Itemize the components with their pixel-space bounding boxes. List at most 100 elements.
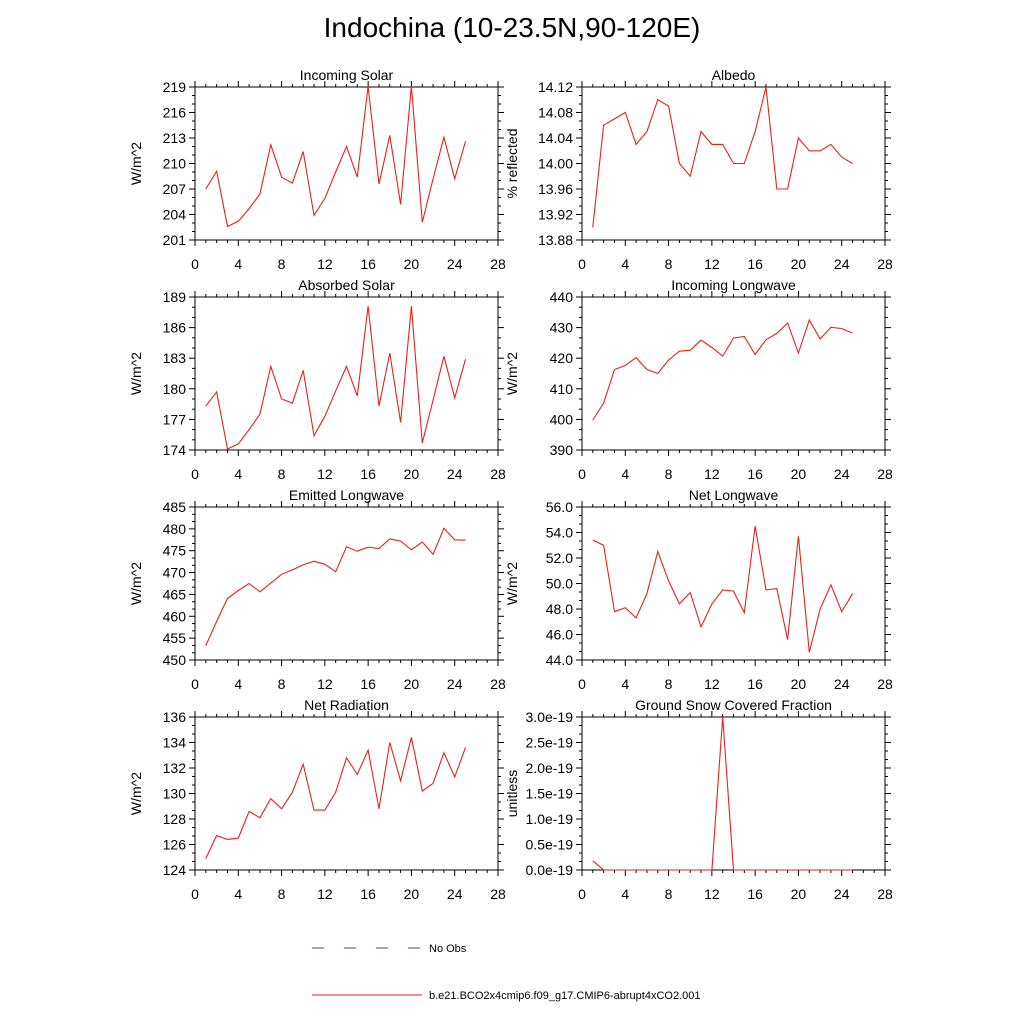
x-tick-label: 12	[317, 886, 333, 902]
legend: No Obs b.e21.BCO2x4cmip6.f09_g17.CMIP6-a…	[312, 943, 701, 1002]
y-tick-label: 48.0	[546, 601, 573, 617]
y-tick-label: 2.0e-19	[526, 760, 574, 776]
legend-label-model-run: b.e21.BCO2x4cmip6.f09_g17.CMIP6-abrupt4x…	[429, 990, 701, 1002]
y-tick-label: 400	[550, 411, 574, 427]
y-tick-label: 183	[163, 350, 187, 366]
y-tick-label: 201	[163, 232, 187, 248]
y-tick-label: 216	[163, 105, 187, 121]
x-tick-label: 20	[404, 676, 420, 692]
panel-7: Ground Snow Covered Fraction 0.0e-19 0.5e-…	[504, 697, 893, 902]
series-line	[592, 86, 853, 228]
panel-2: Absorbed Solar 174 177 180 183 186 189 0 4 8 12 16 2…	[128, 277, 506, 482]
x-tick-label: 0	[191, 256, 199, 272]
x-tick-label: 16	[747, 466, 763, 482]
x-tick-label: 8	[278, 466, 286, 482]
y-tick-label: 213	[163, 130, 187, 146]
x-tick-label: 12	[704, 256, 720, 272]
x-tick-label: 12	[317, 256, 333, 272]
panel-6: Net Radiation 124 126 128 130 132 134 136 0 4 8 12 1…	[128, 697, 506, 902]
panel-0: Incoming Solar 201 204 207 210 213 216 219 0 4 8 12…	[128, 67, 506, 272]
x-tick-label: 0	[191, 886, 199, 902]
x-tick-label: 24	[834, 256, 850, 272]
x-tick-label: 20	[791, 676, 807, 692]
y-tick-label: 465	[163, 586, 187, 602]
x-tick-label: 16	[360, 256, 376, 272]
y-tick-label: 13.88	[538, 232, 573, 248]
y-tick-label: 207	[163, 181, 187, 197]
x-tick-label: 20	[404, 886, 420, 902]
panel-title: Absorbed Solar	[298, 277, 395, 293]
panel-title: Incoming Longwave	[671, 277, 796, 293]
x-tick-label: 4	[234, 466, 242, 482]
y-tick-label: 13.96	[538, 181, 573, 197]
x-tick-label: 12	[317, 466, 333, 482]
y-axis-label: W/m^2	[128, 772, 144, 815]
x-tick-label: 8	[665, 676, 673, 692]
x-tick-label: 28	[877, 886, 893, 902]
series-line	[592, 318, 853, 421]
y-tick-label: 475	[163, 543, 187, 559]
y-tick-label: 450	[163, 652, 187, 668]
x-tick-label: 12	[317, 676, 333, 692]
x-tick-label: 4	[234, 256, 242, 272]
y-tick-label: 44.0	[546, 652, 573, 668]
x-tick-label: 0	[578, 256, 586, 272]
x-tick-label: 4	[234, 676, 242, 692]
x-tick-label: 16	[360, 466, 376, 482]
panel-3: Incoming Longwave 390 400 410 420 430 440 0 4 8 12…	[504, 277, 893, 482]
x-tick-label: 0	[578, 676, 586, 692]
x-tick-label: 0	[191, 676, 199, 692]
y-tick-label: 52.0	[546, 550, 573, 566]
x-tick-label: 28	[490, 466, 506, 482]
x-tick-label: 28	[877, 676, 893, 692]
y-tick-label: 410	[550, 381, 574, 397]
panel-title: Albedo	[712, 67, 756, 83]
panel-4: Emitted Longwave450455460465470475480485…	[128, 487, 506, 692]
series-line	[205, 306, 467, 450]
plot-frame	[194, 296, 499, 451]
y-tick-label: 14.08	[538, 105, 573, 121]
x-tick-label: 28	[490, 886, 506, 902]
y-tick-label: 54.0	[546, 525, 573, 541]
x-tick-label: 8	[278, 676, 286, 692]
plot-frame	[194, 86, 499, 241]
y-tick-label: 485	[163, 499, 187, 515]
series-line	[205, 86, 467, 228]
y-tick-label: 204	[163, 207, 187, 223]
x-tick-label: 4	[621, 676, 629, 692]
y-tick-label: 470	[163, 565, 187, 581]
series-line	[205, 527, 466, 646]
x-tick-label: 12	[704, 676, 720, 692]
x-tick-label: 12	[704, 886, 720, 902]
x-tick-label: 16	[360, 886, 376, 902]
y-tick-label: 14.04	[538, 130, 573, 146]
y-tick-label: 455	[163, 630, 187, 646]
panel-title: Net Radiation	[304, 697, 389, 713]
panel-title: Net Longwave	[689, 487, 779, 503]
y-tick-label: 14.12	[538, 79, 573, 95]
figure-title: Indochina (10-23.5N,90-120E)	[323, 12, 701, 43]
x-tick-label: 8	[665, 886, 673, 902]
x-tick-label: 0	[191, 466, 199, 482]
x-tick-label: 24	[447, 256, 463, 272]
y-tick-label: 1.5e-19	[526, 786, 574, 802]
x-tick-label: 4	[234, 886, 242, 902]
y-tick-label: 189	[163, 289, 187, 305]
panel-1: Albedo 13.88 13.92 13.96 14.00 14.04 14.08 14.1…	[504, 67, 893, 272]
x-tick-label: 0	[578, 466, 586, 482]
plot-frame	[194, 716, 499, 871]
y-axis-label: W/m^2	[128, 142, 144, 185]
y-axis-label: W/m^2	[128, 352, 144, 395]
y-tick-label: 134	[163, 735, 187, 751]
y-tick-label: 0.5e-19	[526, 837, 574, 853]
x-tick-label: 24	[447, 886, 463, 902]
series-line	[592, 716, 853, 871]
y-tick-label: 3.0e-19	[526, 709, 574, 725]
y-tick-label: 124	[163, 862, 187, 878]
y-tick-label: 0.0e-19	[526, 862, 574, 878]
y-tick-label: 1.0e-19	[526, 811, 574, 827]
x-tick-label: 28	[877, 466, 893, 482]
y-tick-label: 128	[163, 811, 187, 827]
y-tick-label: 430	[550, 320, 574, 336]
